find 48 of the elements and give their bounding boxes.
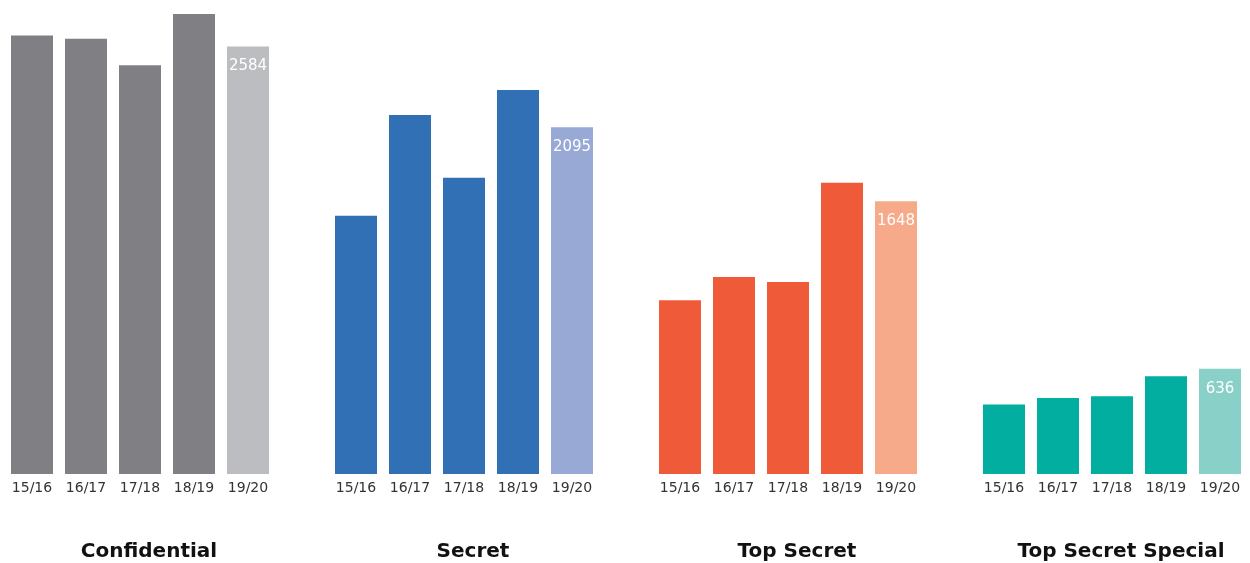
bar xyxy=(11,35,53,474)
x-tick-label: 15/16 xyxy=(11,478,53,495)
bar xyxy=(227,46,269,474)
x-tick-label: 18/19 xyxy=(821,478,863,495)
x-tick-label: 17/18 xyxy=(119,478,161,495)
bar xyxy=(335,215,377,474)
bar xyxy=(443,177,485,474)
bar xyxy=(821,182,863,474)
x-tick-label: 17/18 xyxy=(443,478,485,495)
x-tick-label: 19/20 xyxy=(227,478,269,495)
data-label: 2584 xyxy=(228,56,268,75)
bar xyxy=(119,65,161,474)
x-tick-label: 19/20 xyxy=(551,478,593,495)
x-tick-label: 18/19 xyxy=(1145,478,1187,495)
x-tick-label: 15/16 xyxy=(659,478,701,495)
bar xyxy=(497,90,539,474)
bar xyxy=(65,38,107,474)
text: Confidential xyxy=(79,537,219,563)
data-label: 2095 xyxy=(552,137,592,156)
text: Top Secret Special xyxy=(1016,537,1226,563)
bar xyxy=(1091,396,1133,474)
x-tick-label: 17/18 xyxy=(767,478,809,495)
data-label: 1648 xyxy=(876,211,916,230)
x-tick-label: 18/19 xyxy=(497,478,539,495)
x-tick-label: 19/20 xyxy=(875,478,917,495)
bar xyxy=(875,201,917,474)
x-tick-label: 15/16 xyxy=(983,478,1025,495)
x-tick-label: 19/20 xyxy=(1199,478,1241,495)
text: Top Secret xyxy=(736,537,858,563)
bar xyxy=(1199,368,1241,474)
x-tick-label: 16/17 xyxy=(65,478,107,495)
bar xyxy=(173,14,215,474)
bar xyxy=(551,127,593,474)
bar xyxy=(713,277,755,474)
bar xyxy=(389,114,431,474)
x-tick-label: 16/17 xyxy=(389,478,431,495)
x-tick-label: 18/19 xyxy=(173,478,215,495)
data-label: 636 xyxy=(1205,378,1235,397)
bar xyxy=(1037,397,1079,474)
x-tick-label: 16/17 xyxy=(1037,478,1079,495)
x-tick-label: 17/18 xyxy=(1091,478,1133,495)
x-tick-label: 15/16 xyxy=(335,478,377,495)
bar xyxy=(659,300,701,474)
x-tick-label: 16/17 xyxy=(713,478,755,495)
bar xyxy=(767,282,809,474)
bar xyxy=(1145,376,1187,474)
text: Secret xyxy=(435,537,511,563)
bar xyxy=(983,404,1025,474)
